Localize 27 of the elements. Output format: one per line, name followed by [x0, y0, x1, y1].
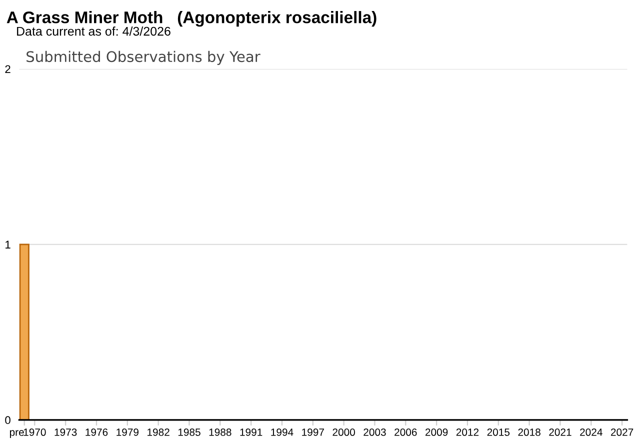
y-tick-label: 2 — [5, 65, 10, 73]
x-tick-label: 2021 — [549, 428, 572, 436]
x-tick-label: 2027 — [610, 428, 634, 436]
x-tick-label: 2006 — [394, 428, 417, 436]
x-tick-label: 2015 — [487, 428, 510, 436]
x-tick-label: 2024 — [580, 428, 602, 436]
x-tick-label: 1979 — [116, 428, 138, 436]
chart-subtitle: Data current as of: 4/3/2026 — [17, 26, 170, 36]
x-tick-label: 1997 — [302, 428, 324, 436]
x-tick-label: 2000 — [332, 428, 355, 436]
y-tick-label: 0 — [5, 416, 10, 424]
x-tick-label: 1973 — [54, 428, 77, 436]
x-tick-label: 2009 — [425, 428, 448, 436]
x-tick-label: 2018 — [518, 428, 540, 436]
chart-title: A Grass Miner Moth (Agonopterix rosaciliella) — [6, 11, 376, 27]
x-tick-label: 1994 — [271, 428, 294, 436]
text: Submitted Observations by Year — [26, 50, 260, 65]
x-tick-label: 2012 — [456, 428, 479, 436]
x-tick-label: pre — [10, 430, 24, 438]
x-tick-label: 1976 — [86, 428, 108, 436]
x-tick-label: 1985 — [178, 428, 200, 436]
x-tick-label: 1982 — [148, 428, 170, 436]
x-tick-label: 1988 — [209, 428, 232, 436]
y-tick-label: 1 — [6, 240, 10, 248]
x-tick-label: 1970 — [24, 428, 46, 436]
x-tick-label: 2003 — [364, 428, 386, 436]
x-tick-label: 1991 — [240, 428, 262, 436]
